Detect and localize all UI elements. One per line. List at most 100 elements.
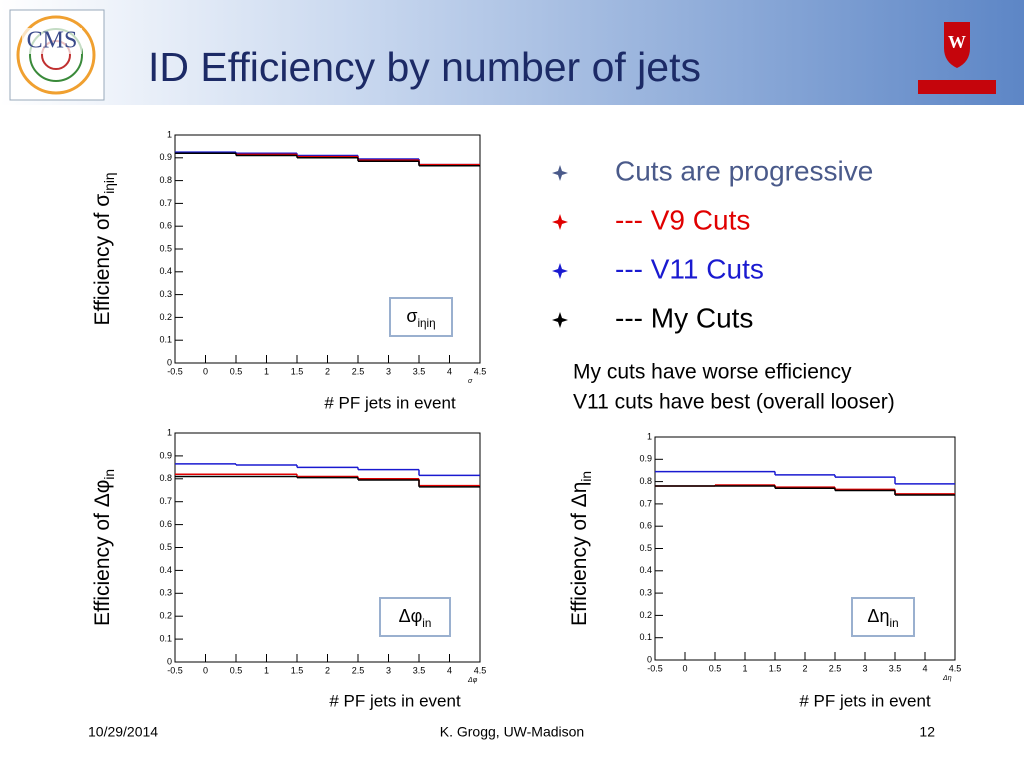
- slide-title: ID Efficiency by number of jets: [148, 44, 701, 90]
- y-tick-label: 0.5: [639, 543, 652, 553]
- x-tick-label: 2.5: [352, 366, 365, 376]
- y-tick-label: 0.9: [159, 450, 172, 460]
- y-axis-label: Efficiency of Δφin: [91, 469, 118, 626]
- x-tick-label: 0: [203, 366, 208, 376]
- y-tick-label: 0.6: [639, 521, 652, 531]
- box-label: σiηiη: [406, 306, 435, 330]
- y-tick-label: 0.8: [639, 476, 652, 486]
- note: V11 cuts have best (overall looser): [573, 391, 895, 414]
- y-tick-label: 0.7: [159, 198, 172, 208]
- y-tick-label: 0.1: [159, 335, 172, 345]
- x-tick-label: 0: [203, 665, 208, 675]
- bullet-star: [552, 312, 568, 328]
- x-tick-label: 3: [862, 663, 867, 673]
- x-axis-label: # PF jets in event: [324, 393, 456, 412]
- note: My cuts have worse efficiency: [573, 361, 852, 384]
- x-tick-label: 3.5: [889, 663, 902, 673]
- x-tick-label: -0.5: [167, 665, 183, 675]
- box-label-main: Δη: [867, 606, 889, 626]
- y-axis-label-sub: iηiη: [102, 173, 117, 194]
- footer-date: 10/29/2014: [88, 724, 158, 740]
- y-axis-label: Efficiency of Δηin: [568, 471, 595, 626]
- box-label-sub: iηiη: [417, 317, 435, 330]
- y-tick-label: 0.7: [159, 496, 172, 506]
- x-tick-label: 1.5: [291, 366, 304, 376]
- y-tick-label: 0.2: [639, 610, 652, 620]
- y-tick-label: 0.8: [159, 175, 172, 185]
- bullet-text: --- My Cuts: [615, 302, 753, 333]
- bullet-text: Cuts are progressive: [615, 155, 873, 186]
- y-tick-label: 0.9: [639, 454, 652, 464]
- y-tick-label: 1: [167, 427, 172, 437]
- x-tick-label: -0.5: [647, 663, 663, 673]
- header-band: [0, 0, 1024, 105]
- x-tick-label: 4: [447, 366, 452, 376]
- y-axis-label-sub: in: [102, 469, 117, 480]
- axis-name: Δφ: [467, 677, 478, 684]
- y-tick-label: 1: [647, 431, 652, 441]
- x-tick-label: 4.5: [474, 366, 487, 376]
- x-tick-label: 1: [742, 663, 747, 673]
- y-axis-label-main: Efficiency of Δη: [568, 482, 591, 626]
- x-tick-label: 1.5: [769, 663, 782, 673]
- bullet-star: [552, 214, 568, 230]
- x-tick-label: 0.5: [230, 366, 243, 376]
- x-tick-label: -0.5: [167, 366, 183, 376]
- x-tick-label: 0: [682, 663, 687, 673]
- box-label-sub: in: [889, 617, 898, 630]
- x-tick-label: 3: [386, 366, 391, 376]
- y-tick-label: 0: [647, 654, 652, 664]
- y-axis-label-main: Efficiency of σ: [91, 194, 114, 326]
- y-tick-label: 0.6: [159, 221, 172, 231]
- box-label: Δηin: [867, 606, 898, 630]
- y-axis-label-main: Efficiency of Δφ: [91, 480, 114, 626]
- x-tick-label: 0.5: [230, 665, 243, 675]
- legend-box: [379, 597, 451, 637]
- bullet-text: --- V9 Cuts: [615, 204, 750, 235]
- x-tick-label: 1: [264, 665, 269, 675]
- footer-page: 12: [919, 724, 935, 740]
- box-label-main: σ: [406, 306, 417, 326]
- x-axis-label: # PF jets in event: [329, 691, 461, 710]
- y-tick-label: 0.8: [159, 473, 172, 483]
- x-tick-label: 3: [386, 665, 391, 675]
- y-tick-label: 0.2: [159, 611, 172, 621]
- y-tick-label: 0.6: [159, 519, 172, 529]
- x-tick-label: 2: [325, 366, 330, 376]
- x-tick-label: 2.5: [352, 665, 365, 675]
- legend-box: [389, 297, 453, 337]
- bullet-text: --- V11 Cuts: [615, 253, 764, 284]
- svg-text:W: W: [948, 32, 966, 52]
- legend-box: [851, 597, 915, 637]
- box-label-main: Δφ: [399, 606, 423, 626]
- y-axis-label-sub: in: [579, 471, 594, 482]
- x-tick-label: 4.5: [474, 665, 487, 675]
- wisconsin-logo: W: [918, 22, 996, 94]
- y-tick-label: 0.2: [159, 312, 172, 322]
- x-tick-label: 2: [325, 665, 330, 675]
- bullet-star: [552, 263, 568, 279]
- box-label: Δφin: [399, 606, 432, 630]
- y-tick-label: 0.7: [639, 498, 652, 508]
- y-tick-label: 0.4: [159, 266, 172, 276]
- y-tick-label: 0.5: [159, 542, 172, 552]
- y-tick-label: 0.3: [639, 587, 652, 597]
- x-tick-label: 3.5: [413, 366, 426, 376]
- y-tick-label: 0.4: [159, 565, 172, 575]
- y-tick-label: 0: [167, 357, 172, 367]
- x-axis-label: # PF jets in event: [799, 691, 931, 710]
- axis-name: σ: [468, 378, 473, 385]
- svg-text:CMS: CMS: [27, 28, 78, 54]
- y-tick-label: 0.3: [159, 588, 172, 598]
- y-tick-label: 0.4: [639, 565, 652, 575]
- x-tick-label: 0.5: [709, 663, 722, 673]
- y-tick-label: 0.9: [159, 152, 172, 162]
- y-tick-label: 0.3: [159, 289, 172, 299]
- y-tick-label: 0.1: [159, 633, 172, 643]
- x-tick-label: 3.5: [413, 665, 426, 675]
- x-tick-label: 4: [447, 665, 452, 675]
- y-tick-label: 1: [167, 129, 172, 139]
- x-tick-label: 1: [264, 366, 269, 376]
- box-label-sub: in: [422, 617, 431, 630]
